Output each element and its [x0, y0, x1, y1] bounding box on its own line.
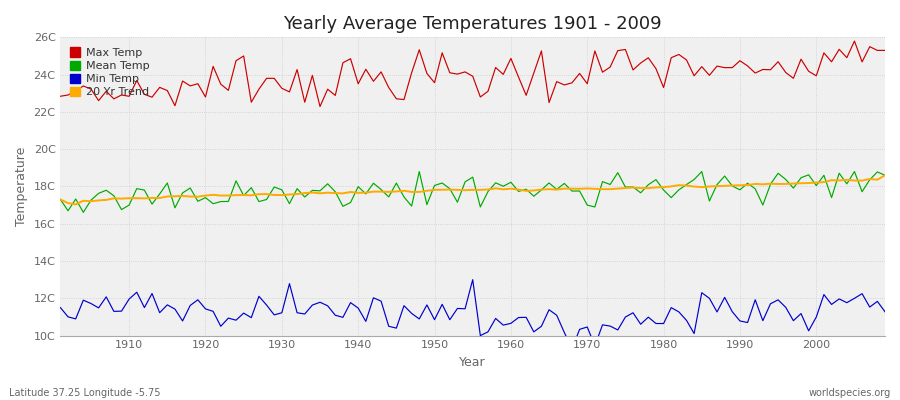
Text: worldspecies.org: worldspecies.org	[809, 388, 891, 398]
Legend: Max Temp, Mean Temp, Min Temp, 20 Yr Trend: Max Temp, Mean Temp, Min Temp, 20 Yr Tre…	[66, 43, 154, 102]
Title: Yearly Average Temperatures 1901 - 2009: Yearly Average Temperatures 1901 - 2009	[284, 15, 662, 33]
Y-axis label: Temperature: Temperature	[15, 147, 28, 226]
Text: Latitude 37.25 Longitude -5.75: Latitude 37.25 Longitude -5.75	[9, 388, 160, 398]
X-axis label: Year: Year	[459, 356, 486, 369]
